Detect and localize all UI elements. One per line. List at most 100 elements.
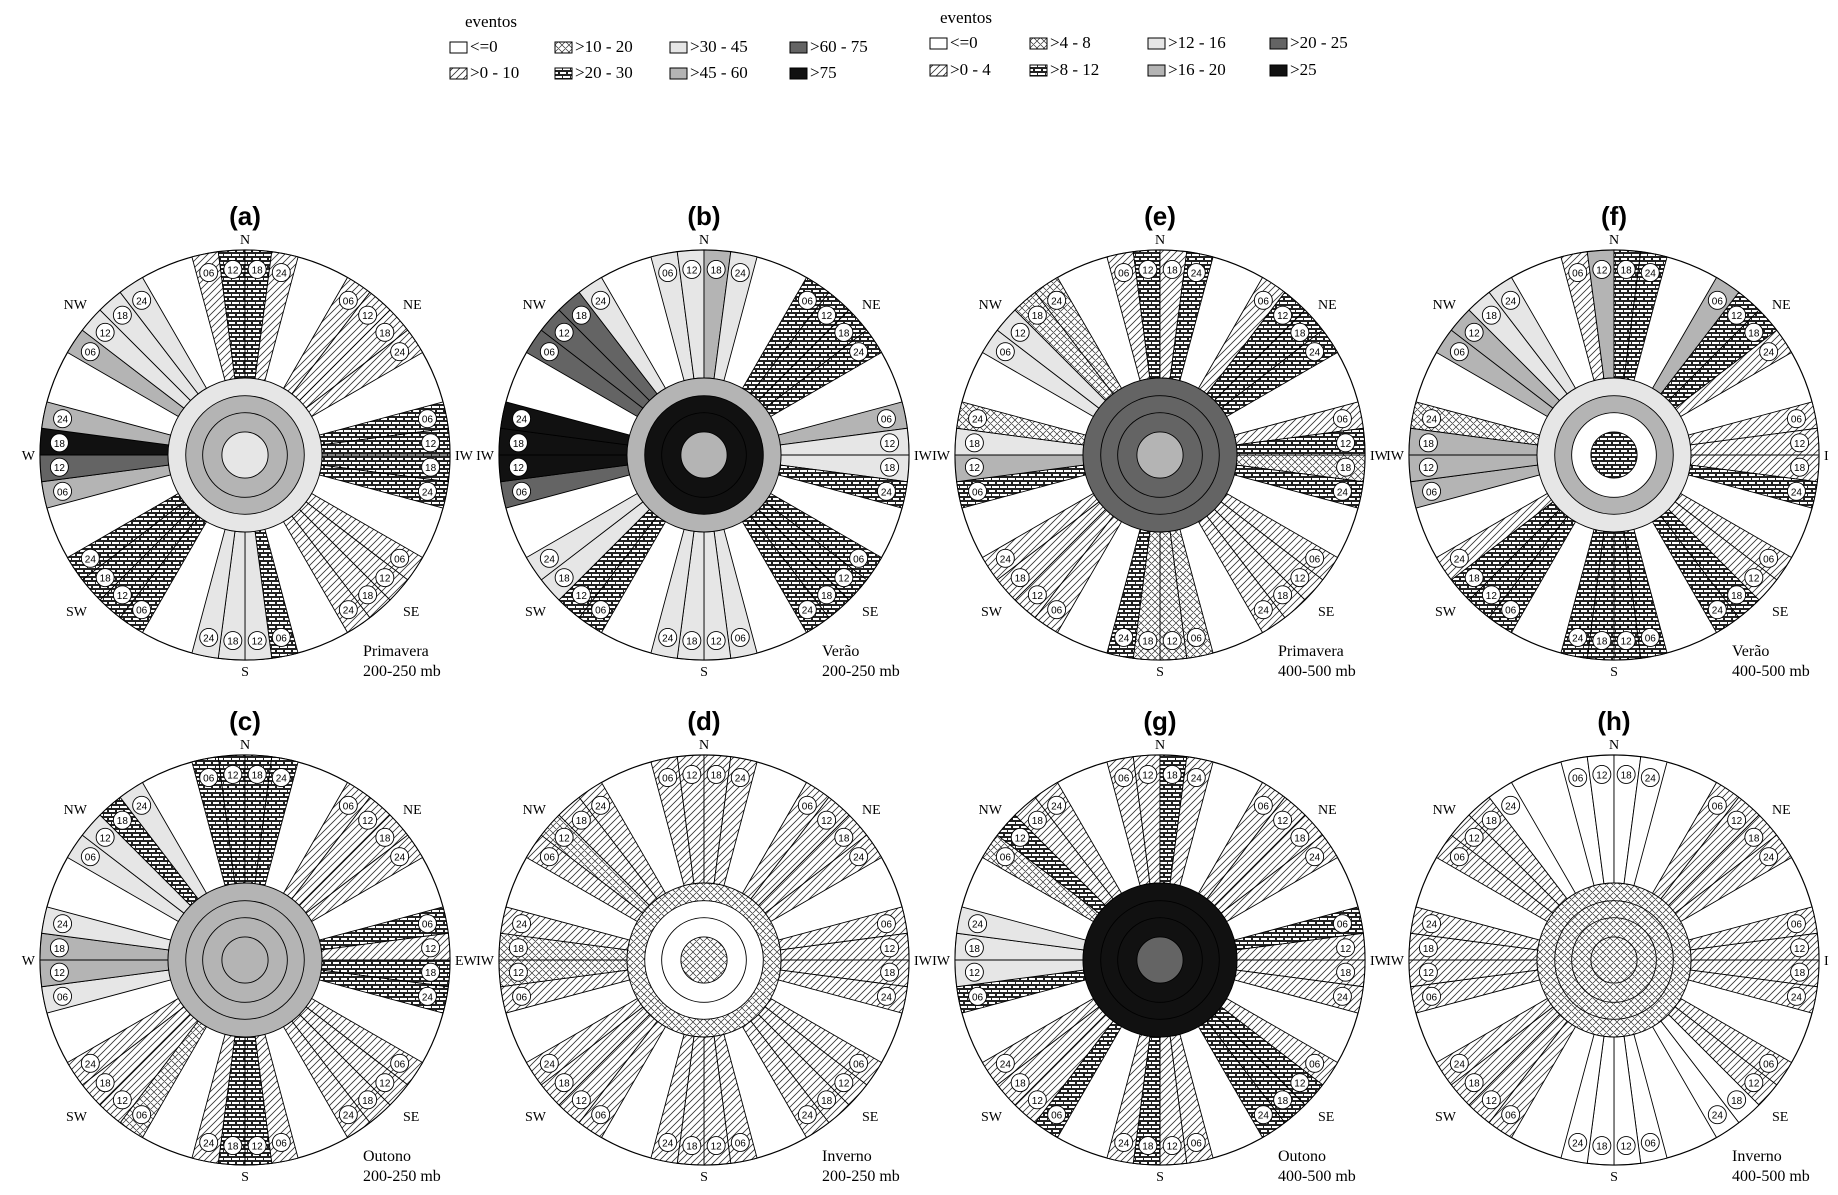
hour-label-circle: [390, 847, 410, 867]
hour-label-circle: [682, 764, 702, 784]
panel-season: Inverno: [822, 1148, 872, 1165]
legend-label: >0 - 10: [470, 63, 519, 82]
panel-level: 400-500 mb: [1732, 1168, 1810, 1185]
hour-label-circle: [1592, 259, 1612, 279]
hour-label-circle: [247, 259, 267, 279]
rose-panel: 06 12 18 2406121824061218240612182406121824…: [1386, 201, 1829, 680]
legend-swatch: [554, 41, 573, 54]
hour-label: 24: [1572, 633, 1584, 644]
direction-label: NW: [523, 298, 547, 313]
direction-label: NW: [64, 298, 88, 313]
hour-label: 24: [1454, 554, 1466, 565]
legend-label: >10 - 20: [575, 37, 633, 56]
hour-label: 12: [884, 944, 896, 955]
hour-label: 18: [425, 968, 437, 979]
hour-label: 06: [1763, 554, 1775, 565]
direction-label: IW: [476, 449, 495, 464]
hour-label: 06: [1258, 296, 1270, 307]
hour-label-circle: [591, 795, 611, 815]
hour-label-circle: [539, 342, 559, 362]
hour-label: 18: [1294, 833, 1306, 844]
hour-label: 06: [802, 801, 814, 812]
hour-label: 24: [422, 487, 434, 498]
hour-label: 06: [853, 554, 865, 565]
hour-label-circle: [1336, 938, 1356, 958]
direction-label: S: [700, 665, 708, 680]
hour-label: 12: [252, 637, 264, 648]
hour-label: 18: [100, 1079, 112, 1090]
direction-label: IW: [1386, 954, 1405, 969]
hour-label: 12: [54, 463, 66, 474]
hour-label: 12: [1486, 591, 1498, 602]
hour-label: 18: [1794, 463, 1806, 474]
hour-label: 18: [1621, 770, 1633, 781]
hour-label-circle: [338, 1105, 358, 1125]
legend-item: >75: [789, 63, 837, 82]
legend-swatch: [929, 37, 948, 50]
hour-label-circle: [1332, 986, 1352, 1006]
direction-label: S: [1610, 665, 1618, 680]
legend-right: eventos <=0 >0 - 4 >4 - 8 >8 - 12 >12 - …: [929, 8, 1348, 79]
hour-label: 18: [362, 591, 374, 602]
hour-label-circle: [1464, 322, 1484, 342]
hour-label-circle: [1114, 263, 1134, 283]
hour-label: 12: [821, 311, 833, 322]
hour-label-circle: [1707, 600, 1727, 620]
hour-label-circle: [199, 263, 219, 283]
hour-label-circle: [1727, 305, 1747, 325]
direction-label: SE: [1318, 605, 1334, 620]
hour-label-circle: [49, 433, 69, 453]
hour-label-circle: [80, 548, 100, 568]
hour-label: 06: [136, 1111, 148, 1122]
hour-label-circle: [591, 1105, 611, 1125]
hour-label-circle: [1047, 1105, 1067, 1125]
direction-label: NW: [979, 803, 1003, 818]
hour-label: 06: [735, 633, 747, 644]
hour-label: 24: [1118, 633, 1130, 644]
hour-label: 06: [881, 415, 893, 426]
hour-label: 06: [544, 348, 556, 359]
hour-label: 24: [595, 296, 607, 307]
hour-label: 06: [1712, 801, 1724, 812]
panel-letter: (h): [1597, 706, 1630, 736]
legend-swatch: [554, 67, 573, 80]
hour-label: 12: [1596, 265, 1608, 276]
hour-label: 18: [1748, 833, 1760, 844]
hour-label: 12: [362, 311, 374, 322]
hour-label-circle: [132, 290, 152, 310]
hour-label: 18: [1469, 1079, 1481, 1090]
hour-label: 18: [1423, 439, 1435, 450]
direction-label: N: [699, 233, 709, 248]
hour-label: 24: [1505, 801, 1517, 812]
panel-season: Verão: [1732, 643, 1769, 660]
hour-label: 18: [711, 770, 723, 781]
hour-label: 12: [100, 328, 112, 339]
hour-label: 12: [1423, 968, 1435, 979]
hour-label-circle: [968, 914, 988, 934]
hour-label: 12: [1032, 1096, 1044, 1107]
hour-label-circle: [375, 1073, 395, 1093]
panel-level: 400-500 mb: [1278, 1168, 1356, 1185]
panel-letter: (f): [1601, 201, 1627, 231]
hour-label-circle: [1336, 433, 1356, 453]
hour-label-circle: [358, 810, 378, 830]
hour-label: 06: [1426, 992, 1438, 1003]
hour-label-circle: [876, 986, 896, 1006]
hour-label: 24: [1309, 853, 1321, 864]
hour-label: 24: [972, 415, 984, 426]
hour-label-circle: [571, 810, 591, 830]
hour-label-circle: [1418, 938, 1438, 958]
hour-label-circle: [1047, 600, 1067, 620]
hour-label-circle: [1290, 827, 1310, 847]
hour-label-circle: [1273, 810, 1293, 830]
hour-label-circle: [1162, 259, 1182, 279]
hour-label-circle: [876, 481, 896, 501]
hour-label-circle: [247, 764, 267, 784]
hour-label-circle: [1464, 568, 1484, 588]
legend-label: >30 - 45: [690, 37, 748, 56]
hour-label-circle: [1449, 342, 1469, 362]
hour-label: 24: [276, 774, 288, 785]
panel-level: 400-500 mb: [1732, 663, 1810, 680]
legend-swatch: [669, 67, 688, 80]
